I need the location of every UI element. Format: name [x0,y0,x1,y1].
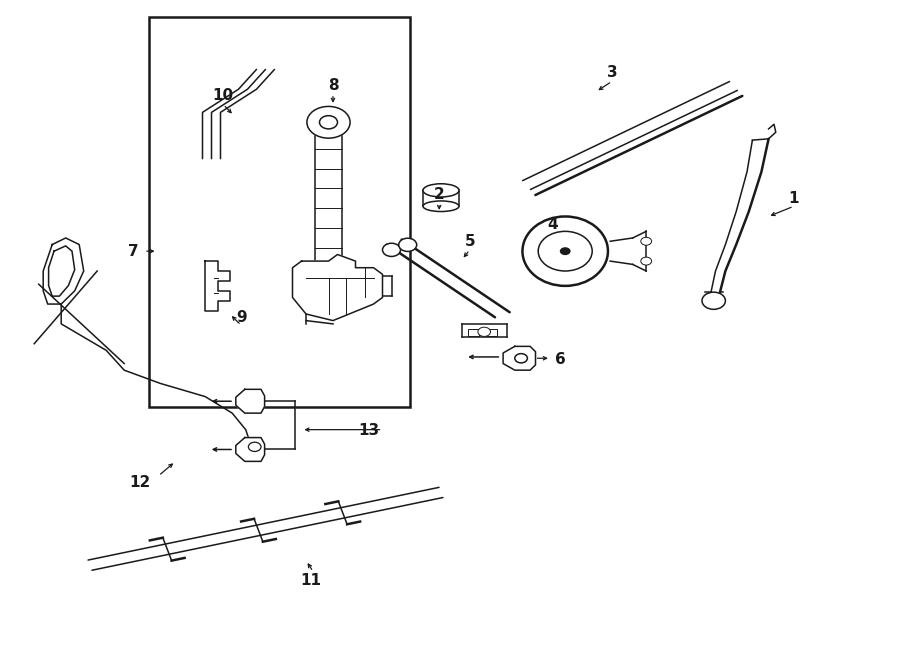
Text: 6: 6 [555,352,566,367]
Circle shape [307,106,350,138]
Circle shape [478,327,491,336]
Ellipse shape [423,184,459,197]
Ellipse shape [522,216,608,286]
Text: 10: 10 [212,89,234,103]
Circle shape [560,247,571,255]
Bar [486,329,497,336]
Circle shape [641,237,652,245]
Text: 11: 11 [300,573,321,588]
Circle shape [515,354,527,363]
Circle shape [320,116,338,129]
Text: 12: 12 [129,475,150,490]
Text: 4: 4 [547,217,558,232]
Circle shape [641,257,652,265]
Circle shape [399,238,417,251]
Bar [468,329,479,336]
Text: 9: 9 [236,310,247,325]
Polygon shape [205,261,230,311]
Text: 5: 5 [464,234,475,249]
Text: 2: 2 [434,188,445,202]
Text: 1: 1 [788,191,799,206]
Text: 13: 13 [358,424,380,438]
Text: 7: 7 [128,244,139,258]
Circle shape [702,292,725,309]
Bar [148,17,410,407]
Ellipse shape [423,201,459,212]
Text: 3: 3 [607,65,617,80]
Circle shape [248,442,261,451]
Polygon shape [503,346,536,370]
Text: 8: 8 [328,79,338,93]
Polygon shape [236,389,265,413]
Circle shape [382,243,400,256]
Polygon shape [236,438,265,461]
Polygon shape [292,254,382,321]
Circle shape [538,231,592,271]
